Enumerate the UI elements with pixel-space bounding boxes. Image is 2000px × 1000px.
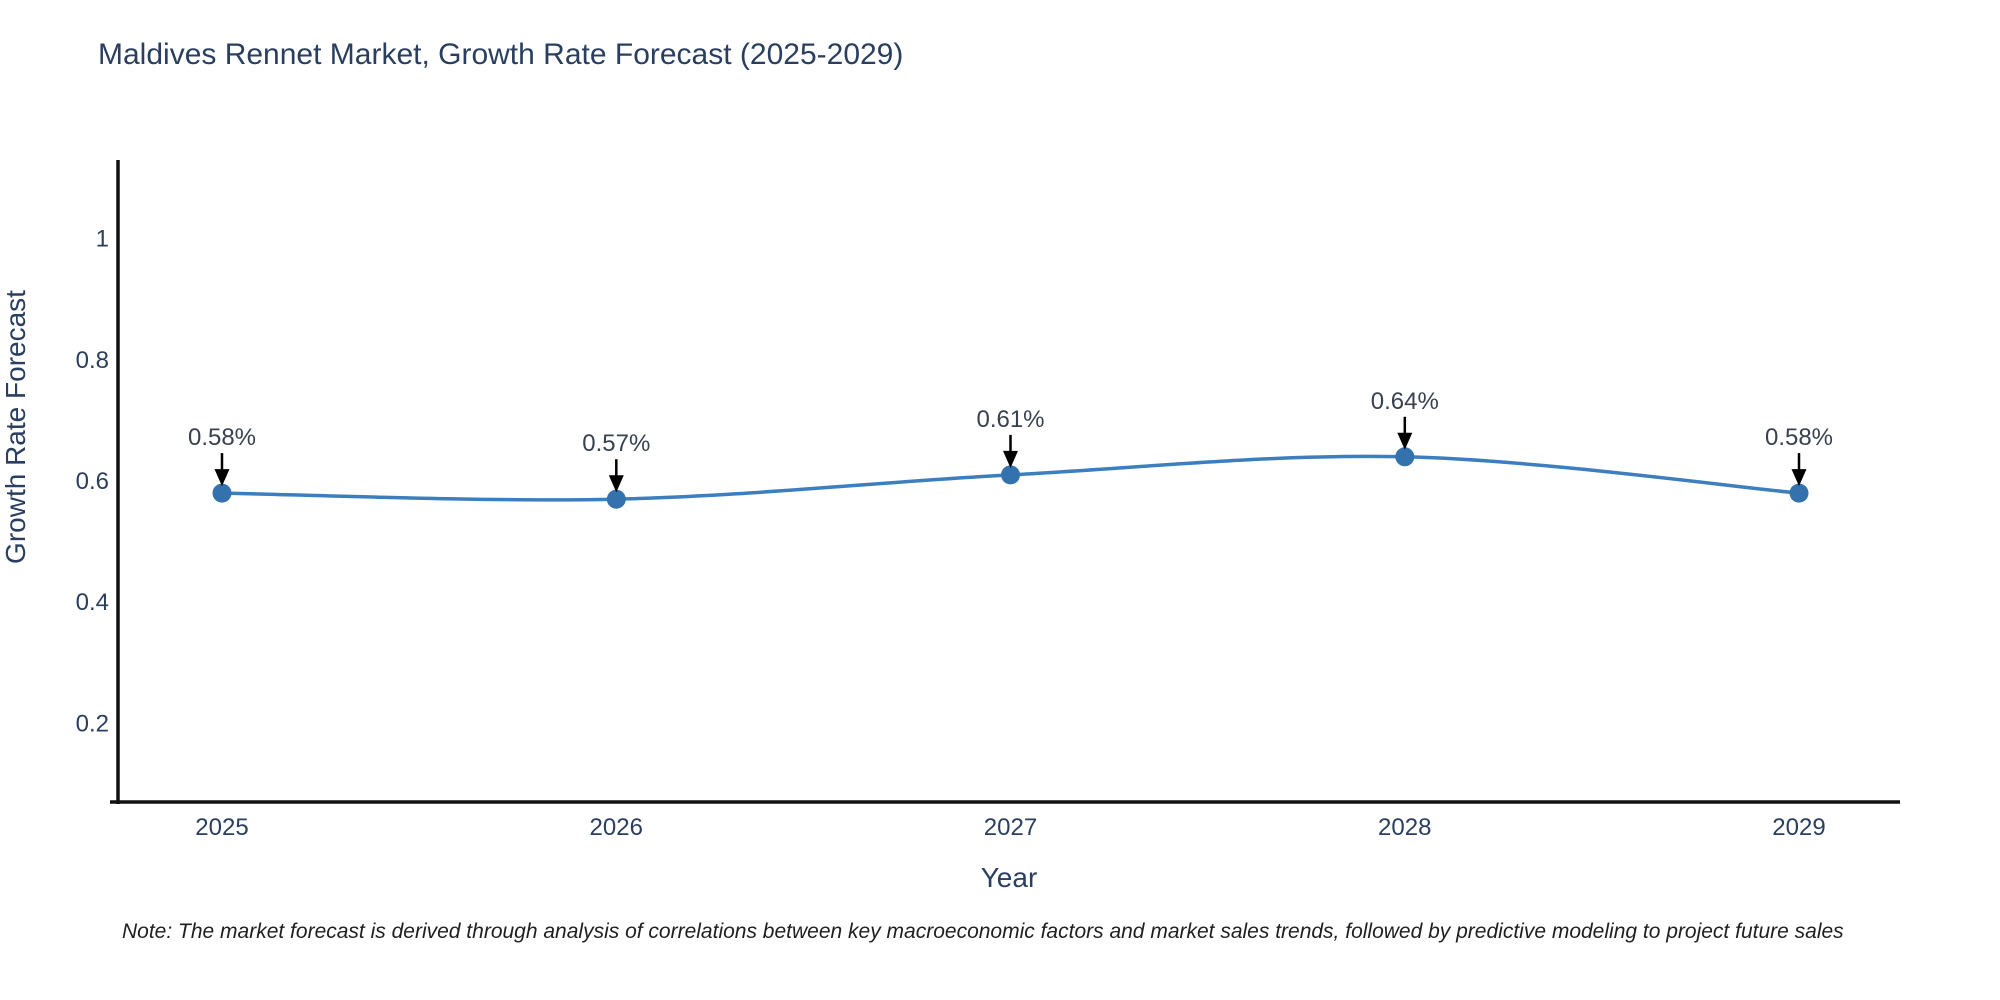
data-point-marker bbox=[1395, 447, 1415, 467]
data-label: 0.64% bbox=[1371, 388, 1439, 415]
annotation-arrowhead bbox=[214, 469, 230, 487]
data-label: 0.58% bbox=[1765, 424, 1833, 451]
annotation-arrowhead bbox=[1791, 469, 1807, 487]
y-tick-label: 0.8 bbox=[76, 347, 109, 374]
data-point-marker bbox=[212, 483, 232, 503]
y-tick-label: 0.6 bbox=[76, 468, 109, 495]
x-tick-label: 2028 bbox=[1378, 814, 1431, 841]
x-tick-label: 2029 bbox=[1772, 814, 1825, 841]
y-tick-label: 0.4 bbox=[76, 589, 109, 616]
data-label: 0.61% bbox=[976, 406, 1044, 433]
data-point-marker bbox=[1789, 483, 1809, 503]
annotation-arrowhead bbox=[1003, 450, 1018, 468]
data-label: 0.58% bbox=[188, 424, 256, 451]
data-point-marker bbox=[606, 489, 626, 509]
x-tick-label: 2027 bbox=[984, 814, 1037, 841]
annotation-arrowhead bbox=[608, 475, 624, 493]
data-label: 0.57% bbox=[582, 430, 650, 457]
data-point-marker bbox=[1001, 465, 1020, 485]
footnote: Note: The market forecast is derived thr… bbox=[122, 920, 1844, 943]
x-tick-label: 2025 bbox=[195, 814, 248, 841]
annotation-arrowhead bbox=[1397, 432, 1413, 450]
chart-title: Maldives Rennet Market, Growth Rate Fore… bbox=[98, 38, 904, 71]
y-tick-label: 1 bbox=[96, 226, 109, 253]
y-axis-title: Growth Rate Forecast bbox=[0, 290, 31, 564]
y-tick-label: 0.2 bbox=[76, 710, 109, 737]
x-axis-title: Year bbox=[981, 862, 1038, 893]
x-tick-label: 2026 bbox=[590, 814, 643, 841]
